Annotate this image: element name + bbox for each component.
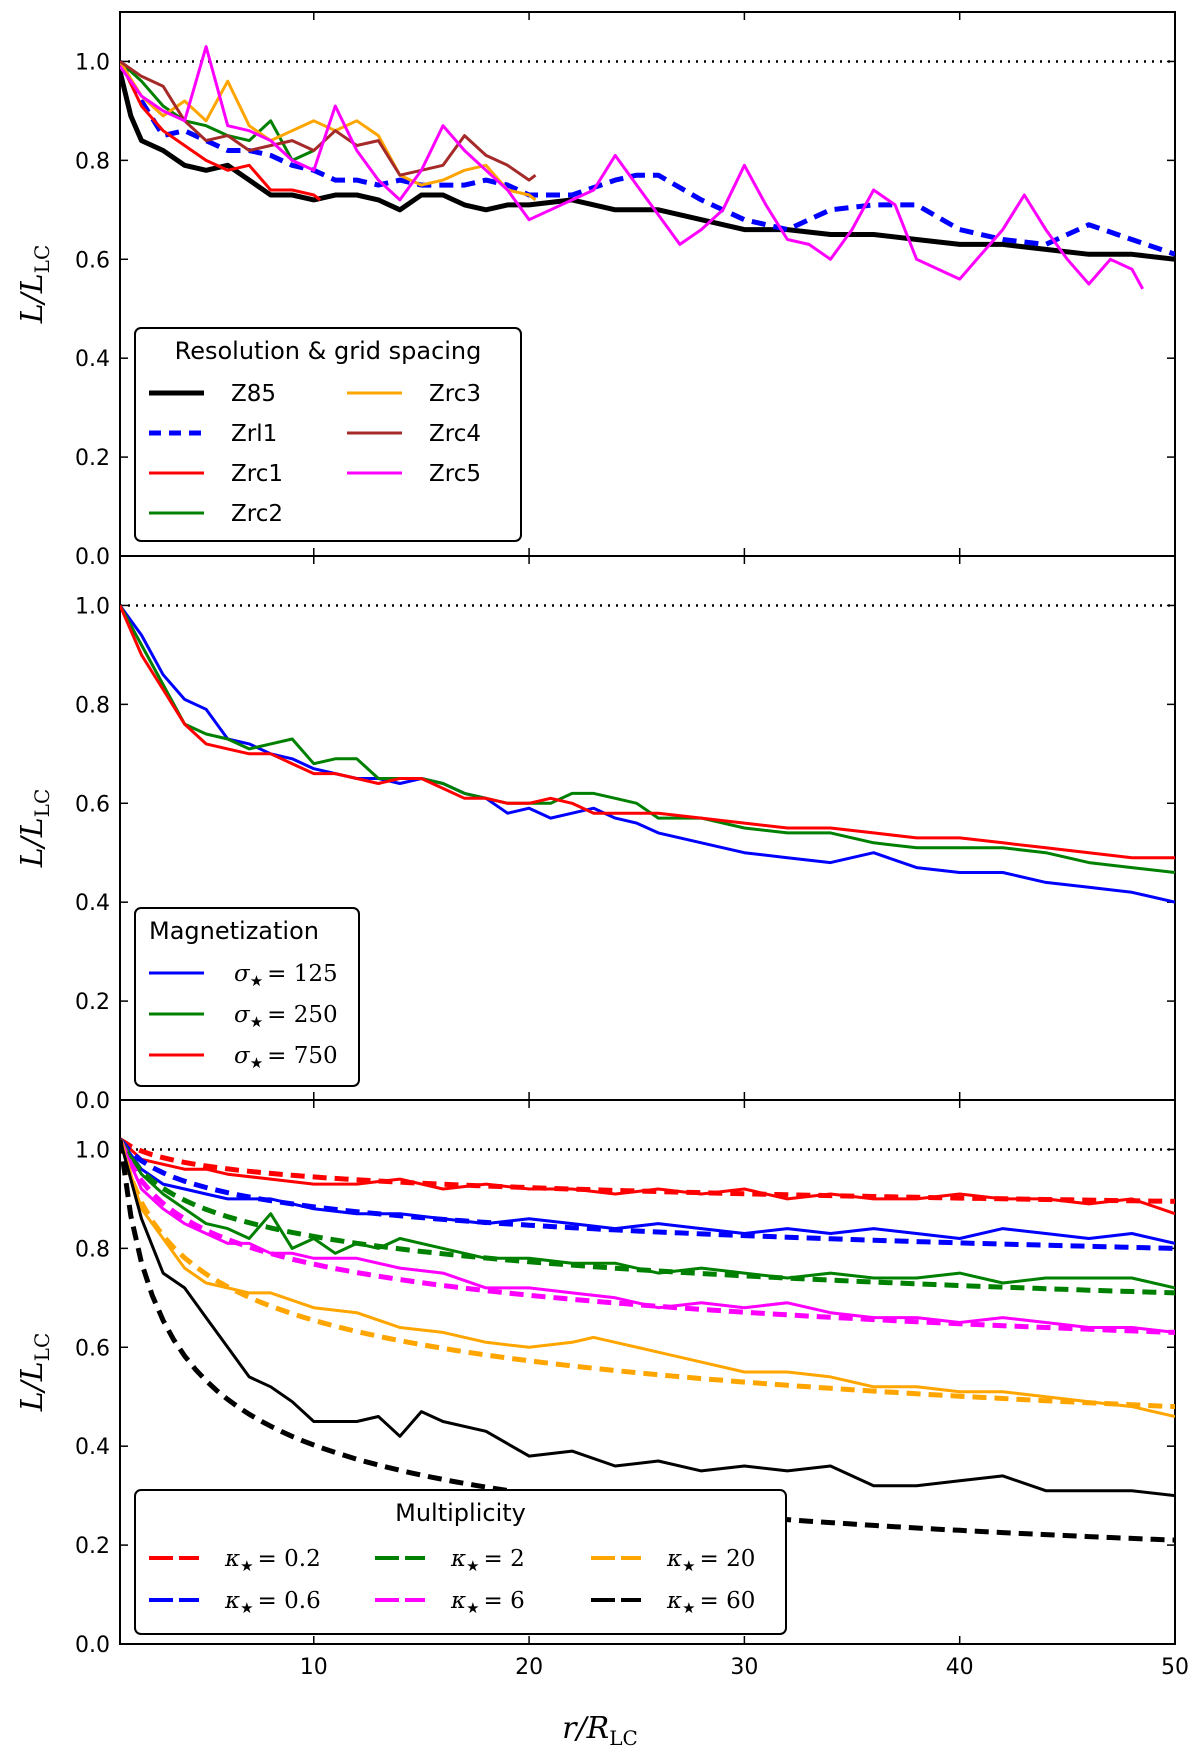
- y-axis-label-main: L/L: [15, 273, 50, 324]
- y-axis-label-sub: LC: [30, 789, 54, 818]
- y-tick-label: 0.8: [75, 1237, 110, 1262]
- y-axis-label-main: L/L: [15, 817, 50, 868]
- legend-label: κ★ = 20: [666, 1546, 755, 1575]
- y-tick-label: 0.2: [75, 990, 110, 1015]
- y-tick-label: 0.0: [75, 1089, 110, 1114]
- legend-label: σ★ = 250: [234, 1002, 338, 1031]
- y-tick-label: 0.2: [75, 1534, 110, 1559]
- legend-label: κ★ = 60: [666, 1588, 755, 1617]
- series-fit-line: [120, 1138, 1175, 1335]
- legend-label: κ★ = 2: [450, 1546, 525, 1575]
- y-tick-label: 0.2: [75, 446, 110, 471]
- legend-label: σ★ = 750: [234, 1043, 338, 1072]
- y-tick-label: 1.0: [75, 50, 110, 75]
- x-axis-label-sub: LC: [609, 1726, 638, 1748]
- legend-title: Multiplicity: [395, 1499, 526, 1527]
- legend-label: Zrc2: [231, 501, 283, 527]
- series-line: [120, 604, 1175, 860]
- series-line: [120, 1138, 1175, 1245]
- legend: Multiplicity κ★ = 0.2 κ★ = 0.6 κ★ = 2 κ★ = 6 κ★ = …: [134, 1489, 787, 1635]
- panel-top: 0.0 0.2 0.4 0.6 0.8 1.0 L/LLC Resolution & grid…: [15, 11, 1176, 570]
- legend-box: [134, 327, 522, 542]
- x-tick-label: 20: [515, 1655, 543, 1680]
- y-axis-label: L/LLC: [15, 789, 54, 869]
- series-fit-line: [120, 1138, 1175, 1410]
- y-tick-label: 0.6: [75, 1336, 110, 1361]
- y-tick-label: 0.4: [75, 1435, 110, 1460]
- legend-box: [134, 907, 360, 1087]
- panel-middle: 0.0 0.2 0.4 0.6 0.8 1.0 L/LLC Magnetization σ★ = …: [15, 555, 1176, 1114]
- series-line: [120, 60, 537, 182]
- legend-label: Zrc5: [429, 461, 481, 487]
- y-tick-label: 0.6: [75, 792, 110, 817]
- legend-label: κ★ = 0.2: [224, 1546, 321, 1575]
- plot-frame: [119, 1099, 1176, 1645]
- series-line: [120, 604, 1175, 904]
- series-line: [120, 1138, 1175, 1290]
- y-axis-label-main: L/L: [15, 1361, 50, 1412]
- series-line: [120, 604, 1175, 874]
- legend-title: Magnetization: [149, 917, 319, 945]
- series-line: [120, 70, 1175, 262]
- y-tick-label: 0.8: [75, 693, 110, 718]
- plot-area: [120, 45, 1175, 290]
- legend-label: Zrc3: [429, 381, 481, 407]
- series-line: [120, 60, 322, 202]
- series-line: [120, 60, 315, 162]
- plot-area: [120, 604, 1175, 904]
- series-line: [120, 1138, 1175, 1216]
- legend-title: Resolution & grid spacing: [175, 337, 482, 365]
- plot-area: [120, 1137, 1175, 1543]
- x-tick-label: 10: [300, 1655, 328, 1680]
- series-line: [120, 60, 1175, 257]
- y-tick-label: 0.4: [75, 891, 110, 916]
- y-tick-label: 0.0: [75, 545, 110, 570]
- x-tick-label: 50: [1161, 1655, 1189, 1680]
- x-axis-label: r/RLC: [562, 1711, 638, 1748]
- y-axis-label: L/LLC: [15, 1333, 54, 1413]
- series-line: [120, 1139, 1175, 1418]
- x-axis-label-main: r/R: [562, 1711, 609, 1746]
- y-axis-label-sub: LC: [30, 1333, 54, 1362]
- series-line: [120, 45, 1145, 290]
- series-line: [120, 1139, 1175, 1498]
- panel-bottom: 0.0 0.2 0.4 0.6 0.8 1.0 10 20 30 40 50 L/LLC Multipl…: [15, 1099, 1189, 1680]
- legend-label: Z85: [231, 381, 276, 407]
- legend: Magnetization σ★ = 125 σ★ = 250 σ★ = 750: [134, 907, 360, 1087]
- series-line: [120, 1139, 1175, 1334]
- legend-label: κ★ = 0.6: [224, 1588, 321, 1617]
- legend-label: Zrc4: [429, 421, 481, 447]
- y-tick-label: 1.0: [75, 594, 110, 619]
- y-tick-label: 0.6: [75, 248, 110, 273]
- x-tick-label: 30: [730, 1655, 758, 1680]
- y-axis-label-sub: LC: [30, 245, 54, 274]
- legend-label: Zrc1: [231, 461, 283, 487]
- legend-label: σ★ = 125: [234, 961, 338, 990]
- y-axis-label: L/LLC: [15, 245, 54, 325]
- legend-label: Zrl1: [231, 421, 277, 447]
- y-tick-label: 1.0: [75, 1138, 110, 1163]
- legend-label: κ★ = 6: [450, 1588, 525, 1617]
- y-tick-label: 0.4: [75, 347, 110, 372]
- y-tick-label: 0.0: [75, 1633, 110, 1658]
- legend: Resolution & grid spacing Z85 Zrl1 Zrc1 Zrc2…: [134, 327, 522, 542]
- y-tick-label: 0.8: [75, 149, 110, 174]
- x-tick-label: 40: [946, 1655, 974, 1680]
